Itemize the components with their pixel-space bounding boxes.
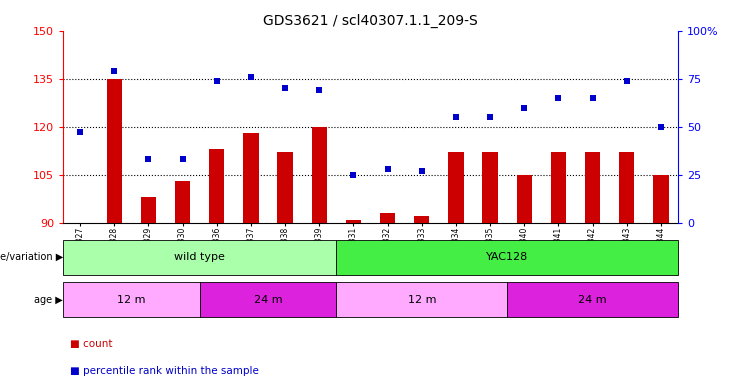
Point — [348, 172, 359, 178]
Point — [518, 104, 530, 111]
Bar — [63, 240, 336, 275]
Point — [142, 156, 154, 162]
Point — [210, 78, 222, 84]
Bar — [448, 152, 464, 223]
Bar — [414, 216, 430, 223]
Bar — [585, 152, 600, 223]
Point — [382, 166, 393, 172]
Bar — [336, 282, 507, 317]
Bar — [199, 282, 336, 317]
Bar — [141, 197, 156, 223]
Bar — [619, 152, 634, 223]
Point — [176, 156, 188, 162]
Bar — [336, 240, 678, 275]
Text: genotype/variation ▶: genotype/variation ▶ — [0, 252, 63, 262]
Text: 24 m: 24 m — [578, 295, 607, 305]
Text: 24 m: 24 m — [253, 295, 282, 305]
Point — [416, 168, 428, 174]
Bar — [507, 282, 678, 317]
Bar — [107, 79, 122, 223]
Text: 12 m: 12 m — [408, 295, 436, 305]
Bar — [654, 175, 668, 223]
Point — [450, 114, 462, 120]
Title: GDS3621 / scl40307.1.1_209-S: GDS3621 / scl40307.1.1_209-S — [263, 14, 478, 28]
Text: ■ percentile rank within the sample: ■ percentile rank within the sample — [70, 366, 259, 376]
Point — [74, 129, 86, 136]
Bar — [175, 181, 190, 223]
Point — [108, 68, 120, 74]
Point — [279, 85, 291, 91]
Text: YAC128: YAC128 — [486, 252, 528, 262]
Bar — [516, 175, 532, 223]
Point — [313, 87, 325, 93]
Point — [587, 95, 599, 101]
Point — [245, 74, 257, 80]
Bar — [482, 152, 498, 223]
Bar — [277, 152, 293, 223]
Point — [655, 124, 667, 130]
Text: wild type: wild type — [174, 252, 225, 262]
Bar — [243, 133, 259, 223]
Bar — [380, 213, 395, 223]
Point — [484, 114, 496, 120]
Bar — [209, 149, 225, 223]
Text: age ▶: age ▶ — [34, 295, 63, 305]
Text: ■ count: ■ count — [70, 339, 113, 349]
Bar — [63, 282, 199, 317]
Point — [621, 78, 633, 84]
Bar — [311, 127, 327, 223]
Bar — [346, 220, 361, 223]
Text: 12 m: 12 m — [117, 295, 145, 305]
Bar — [551, 152, 566, 223]
Point — [553, 95, 565, 101]
